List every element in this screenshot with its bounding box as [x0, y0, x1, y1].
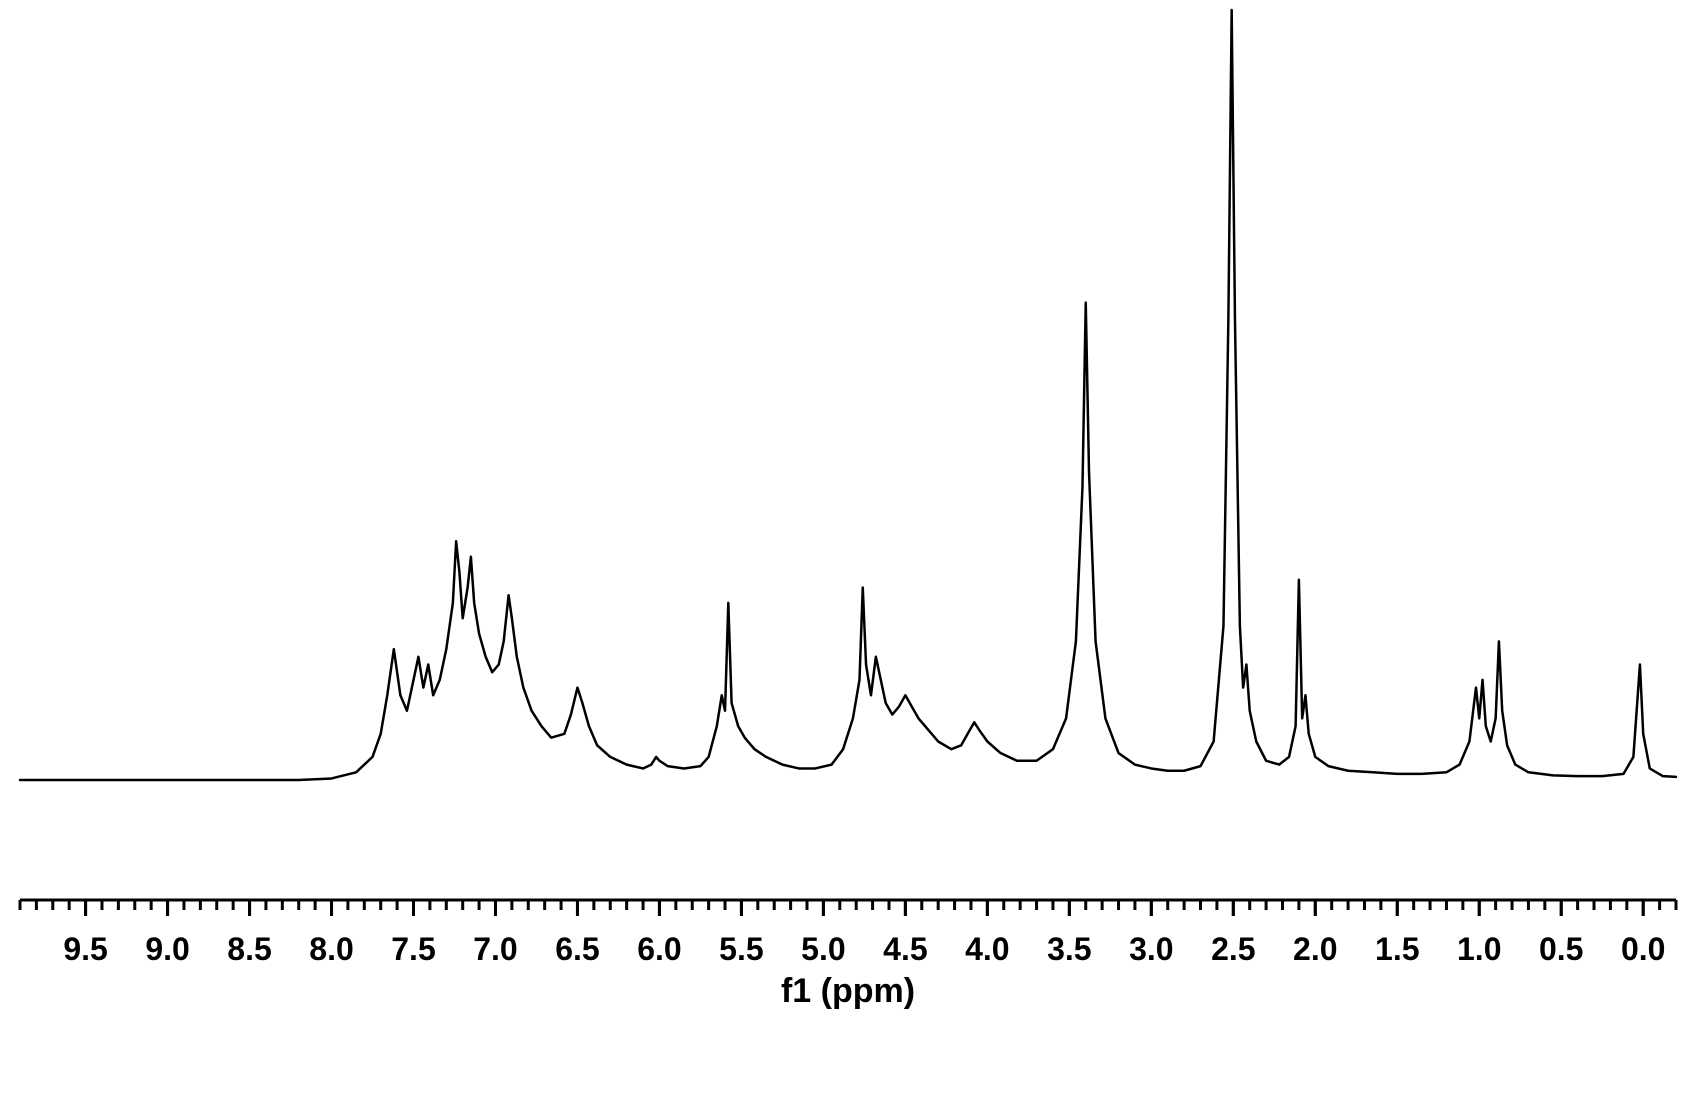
x-tick-label: 2.5 — [1211, 931, 1255, 967]
spectrum-trace — [20, 10, 1676, 780]
nmr-spectrum-svg: 9.5 9.0 8.5 8.0 7.5 7.0 6.5 6.0 5.5 5.0 4.5 4.0 3.5 3… — [0, 0, 1696, 1095]
x-tick-label: 3.0 — [1129, 931, 1173, 967]
x-axis-title: f1 (ppm) — [781, 972, 915, 1010]
x-tick-label: 5.5 — [719, 931, 763, 967]
x-tick-label: 1.0 — [1457, 931, 1501, 967]
x-tick-label: 9.0 — [145, 931, 189, 967]
x-tick-label: 0.5 — [1539, 931, 1583, 967]
x-tick-label: 6.5 — [555, 931, 599, 967]
x-tick-label: 4.0 — [965, 931, 1009, 967]
x-tick-label: 7.0 — [473, 931, 517, 967]
x-tick-label: 6.0 — [637, 931, 681, 967]
x-axis-tick-labels: 9.5 9.0 8.5 8.0 7.5 7.0 6.5 6.0 5.5 5.0 4.5 4.0 3.5 3… — [63, 931, 1665, 967]
x-tick-label: 5.0 — [801, 931, 845, 967]
x-tick-label: 0.0 — [1621, 931, 1665, 967]
x-tick-label: 8.5 — [227, 931, 271, 967]
x-tick-label: 1.5 — [1375, 931, 1419, 967]
x-tick-label: 4.5 — [883, 931, 927, 967]
x-tick-label: 3.5 — [1047, 931, 1091, 967]
x-tick-label: 8.0 — [309, 931, 353, 967]
x-axis-ticks — [20, 900, 1676, 916]
x-tick-label: 2.0 — [1293, 931, 1337, 967]
x-tick-label: 9.5 — [63, 931, 107, 967]
nmr-spectrum-figure: { "figure": { "type": "line", "backgroun… — [0, 0, 1696, 1095]
x-tick-label: 7.5 — [391, 931, 435, 967]
